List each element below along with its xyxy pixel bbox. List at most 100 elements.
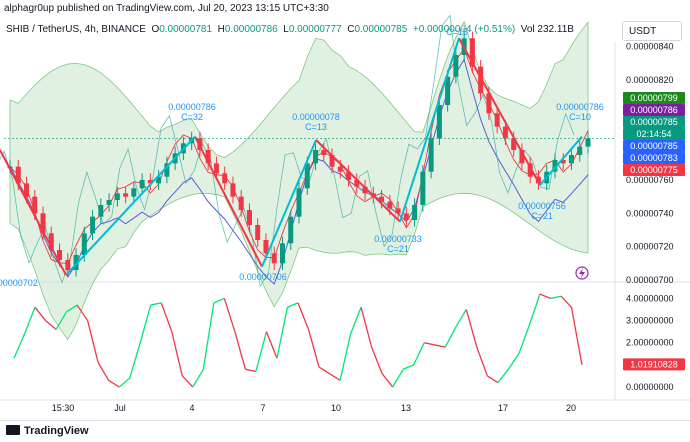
oscillator-segment	[23, 307, 36, 335]
symbol-title[interactable]: SHIB / TetherUS, 4h, BINANCE	[6, 24, 146, 35]
zigzag-price-label: 0.00000756	[518, 201, 566, 211]
candle-body	[577, 146, 583, 155]
candle-body	[412, 205, 418, 220]
oscillator-segment	[360, 307, 373, 348]
zigzag-segment	[65, 135, 196, 276]
candle-body	[395, 208, 401, 214]
candle-body	[337, 166, 343, 172]
candle-body	[15, 166, 21, 184]
candle-body	[428, 138, 434, 172]
candle-body	[205, 150, 211, 164]
candle-body	[213, 163, 219, 174]
candle-body	[552, 160, 558, 172]
oscillator-segment	[518, 324, 531, 355]
oscillator-segment	[55, 311, 68, 330]
oscillator-tick-label: 2.00000000	[626, 338, 674, 348]
oscillator-segment	[371, 346, 383, 374]
oscillator-segment	[560, 295, 572, 308]
oscillator-segment	[318, 366, 330, 375]
zigzag-price-label: 0.00000078	[292, 112, 340, 122]
oscillator-segment	[276, 307, 289, 359]
candle-body	[494, 113, 500, 127]
oscillator-segment	[424, 342, 435, 346]
oscillator-segment	[66, 304, 78, 313]
zigzag-segment	[399, 38, 460, 222]
zigzag-count-label: C=21	[387, 244, 409, 254]
oscillator-segment	[181, 375, 194, 388]
candle-body	[519, 150, 525, 164]
price-badge	[623, 152, 685, 164]
zigzag-count-label: C=15	[446, 27, 468, 37]
oscillator-segment	[139, 304, 152, 343]
oscillator-tick-label: 0.00000000	[626, 382, 674, 392]
candle-body	[255, 225, 261, 240]
zigzag-price-label: 0.00000733	[374, 234, 422, 244]
candle-body	[420, 171, 426, 205]
price-badge-text: 0.00000783	[630, 153, 678, 163]
price-badge	[623, 128, 685, 140]
zigzag-count-label: C=10	[569, 112, 591, 122]
price-tick-label: 0.00000820	[626, 75, 674, 85]
open-value: 0.00000781	[159, 24, 213, 35]
oscillator-segment	[265, 331, 278, 359]
oscillator-segment	[192, 368, 204, 388]
candle-body	[502, 126, 508, 139]
time-tick-label: 20	[566, 403, 576, 413]
oscillator-tick-label: 3.00000000	[626, 316, 674, 326]
tradingview-logo[interactable]: TradingView	[6, 425, 89, 437]
oscillator-segment	[255, 331, 268, 372]
candle-body	[453, 55, 459, 77]
oscillator-segment	[413, 342, 425, 366]
zigzag-segment	[539, 136, 583, 186]
candle-body	[48, 233, 54, 250]
oscillator-segment	[444, 326, 457, 348]
volume-value: Vol 232.11B	[520, 24, 574, 35]
oscillator-segment	[329, 373, 341, 381]
zigzag-segment	[194, 136, 263, 268]
candle-body	[511, 138, 517, 150]
candle-body	[313, 150, 319, 164]
oscillator-segment	[381, 373, 394, 388]
footer-bar: TradingView	[0, 420, 690, 442]
price-tick-label: 0.00000840	[626, 42, 674, 52]
zigzag-price-label: 0.00000706	[239, 272, 287, 282]
candle-body	[469, 38, 475, 67]
oscillator-segment	[13, 333, 26, 359]
oscillator-segment	[455, 309, 467, 328]
candle-body	[379, 196, 385, 202]
candle-body	[24, 183, 30, 197]
candle-body	[288, 216, 294, 244]
oscillator-segment	[539, 293, 551, 300]
price-badge-text: 0.00000785	[630, 141, 678, 151]
time-tick-label: 7	[260, 403, 265, 413]
candle-body	[271, 253, 277, 264]
price-badge	[623, 92, 685, 104]
oscillator-segment	[45, 320, 57, 330]
candle-body	[436, 105, 442, 139]
candle-body	[279, 243, 285, 264]
lightning-bolt-icon	[579, 268, 585, 278]
zigzag-price-label: 0.00000702	[0, 278, 38, 288]
candle-body	[346, 171, 352, 180]
oscillator-segment	[76, 304, 89, 321]
price-badge	[623, 104, 685, 116]
time-tick-label: 10	[331, 403, 341, 413]
oscillator-segment	[349, 307, 362, 335]
candle-body	[486, 93, 492, 114]
candle-body	[40, 213, 46, 234]
oscillator-segment	[297, 302, 310, 330]
zigzag-price-label: 0.00000786	[168, 102, 216, 112]
candle-body	[73, 255, 79, 270]
candle-body	[65, 260, 71, 270]
candle-body	[568, 155, 574, 164]
oscillator-segment	[34, 306, 47, 321]
oscillator-segment	[234, 331, 247, 370]
price-badge-text: 0.00000775	[630, 165, 678, 175]
candle-body	[527, 163, 533, 177]
oscillator-segment	[287, 302, 299, 308]
currency-selector[interactable]: USDT	[622, 21, 682, 41]
candle-body	[304, 163, 310, 189]
candle-body	[123, 193, 129, 197]
candle-body	[246, 210, 252, 225]
